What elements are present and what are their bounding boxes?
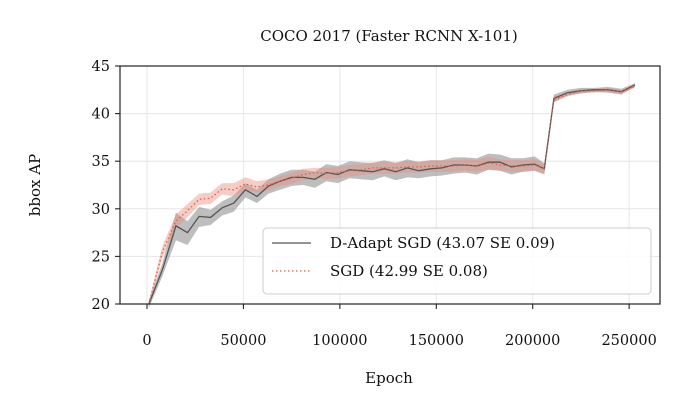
y-tick-label: 25 bbox=[92, 249, 110, 265]
y-tick-label: 30 bbox=[92, 202, 110, 218]
y-tick-label: 20 bbox=[92, 297, 110, 313]
y-axis-label: bbox AP bbox=[26, 154, 44, 216]
line-series-1 bbox=[148, 85, 636, 305]
x-axis-label: Epoch bbox=[365, 369, 413, 387]
legend-label-dadapt: D-Adapt SGD (43.07 SE 0.09) bbox=[330, 234, 555, 252]
x-tick-label: 100000 bbox=[312, 333, 367, 349]
y-axis-ticks: 20 25 30 35 40 45 bbox=[92, 59, 120, 313]
legend-label-sgd: SGD (42.99 SE 0.08) bbox=[330, 262, 488, 280]
x-tick-label: 0 bbox=[142, 333, 151, 349]
legend: D-Adapt SGD (43.07 SE 0.09) SGD (42.99 S… bbox=[262, 227, 652, 295]
x-tick-label: 200000 bbox=[505, 333, 560, 349]
x-tick-label: 250000 bbox=[601, 333, 656, 349]
series-lines bbox=[148, 84, 636, 305]
legend-box bbox=[262, 227, 652, 295]
x-axis-ticks: 0 50000 100000 150000 200000 250000 bbox=[142, 304, 657, 349]
y-tick-label: 40 bbox=[92, 107, 110, 123]
x-tick-label: 150000 bbox=[409, 333, 464, 349]
band-series-0 bbox=[148, 83, 635, 308]
plot-frame bbox=[119, 65, 661, 305]
y-tick-label: 35 bbox=[92, 154, 110, 170]
error-bands bbox=[148, 83, 635, 308]
chart-title: COCO 2017 (Faster RCNN X-101) bbox=[260, 27, 517, 45]
x-tick-label: 50000 bbox=[220, 333, 266, 349]
y-tick-label: 45 bbox=[92, 59, 110, 75]
